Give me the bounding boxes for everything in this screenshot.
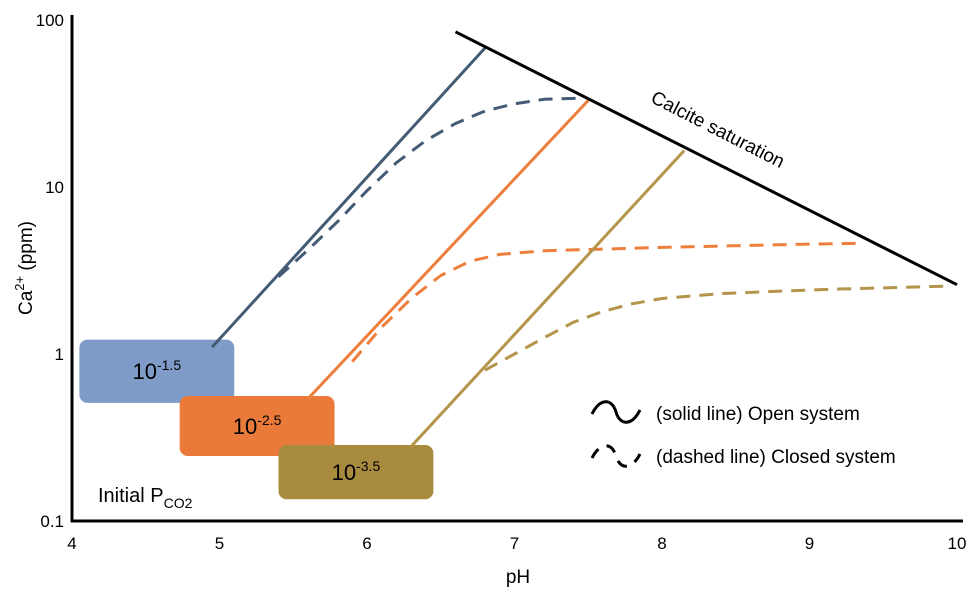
series-line-orange-solid	[306, 99, 590, 400]
calcite-saturation-line	[454, 30, 958, 287]
y-axis-title: Ca2+ (ppm)	[12, 221, 37, 315]
y-tick-label: 100	[36, 11, 64, 30]
axes	[70, 15, 963, 523]
series-lines	[210, 30, 958, 448]
legend-dashed-label: (dashed line) Closed system	[656, 447, 896, 468]
series-line-olive-solid	[410, 149, 686, 448]
pco2-boxes: 10-1.5 10-2.5 10-3.5	[79, 339, 434, 500]
pco2-box	[278, 445, 434, 500]
x-tick-label: 4	[67, 534, 76, 553]
pco2-box	[79, 339, 235, 403]
series-line-blue-solid	[210, 46, 487, 349]
series-line-blue-dashed	[277, 96, 581, 278]
pco2-box-label: 10-3.5	[332, 458, 381, 485]
legend: (solid line) Open system (dashed line) C…	[590, 400, 896, 468]
x-tick-label: 9	[805, 534, 814, 553]
saturation-label: Calcite saturation	[647, 87, 787, 172]
x-tick-label: 7	[510, 534, 519, 553]
x-tick-label: 10	[948, 534, 967, 553]
series-line-olive-dashed	[484, 284, 950, 372]
legend-dashed-swatch	[590, 444, 642, 468]
x-tick-label: 5	[215, 534, 224, 553]
x-tick-label: 6	[362, 534, 371, 553]
series-line-orange-dashed	[351, 241, 862, 363]
legend-solid-swatch	[590, 400, 642, 424]
y-tick-label: 10	[45, 178, 64, 197]
x-tick-label: 8	[657, 534, 666, 553]
initial-pco2-label: Initial PCO2	[98, 485, 193, 511]
pco2-box-label: 10-2.5	[233, 412, 282, 439]
legend-solid-label: (solid line) Open system	[656, 404, 860, 425]
pco2-box-label: 10-1.5	[133, 357, 182, 384]
y-tick-label: 1	[55, 345, 64, 364]
tick-labels: 4 5 6 7 8 9 10 0.1 1 10 100	[36, 11, 967, 553]
pco2-box	[179, 396, 335, 457]
y-tick-label: 0.1	[40, 512, 64, 531]
x-axis-title: pH	[506, 567, 530, 588]
